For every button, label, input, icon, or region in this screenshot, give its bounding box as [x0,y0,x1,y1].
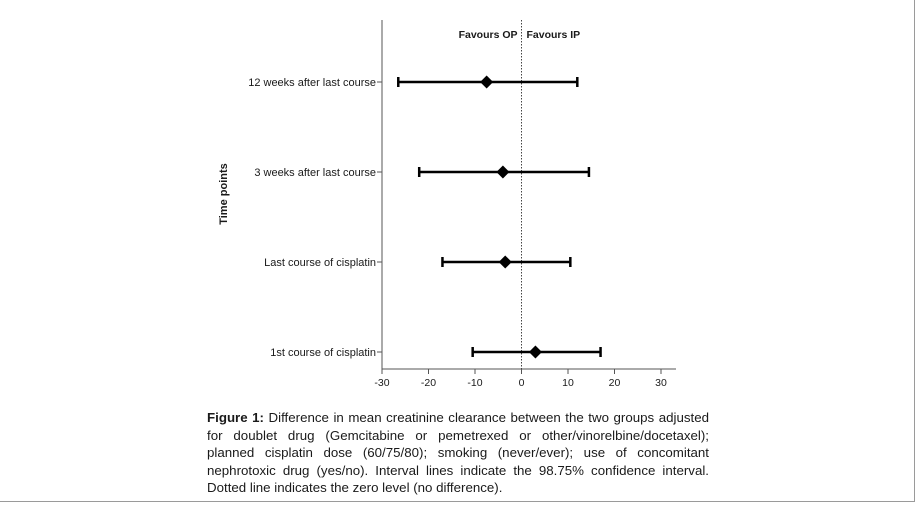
x-tick-label: -20 [421,377,436,389]
caption-text: Difference in mean creatinine clearance … [207,410,709,496]
x-tick-label: 30 [655,377,667,389]
y-category-label: 3 weeks after last course [254,167,376,179]
y-category-label: 1st course of cisplatin [270,347,376,359]
forest-plot: -30 -20 -10 0 10 20 30 Favours OP Favours IP Time… [218,20,676,389]
figure-caption: Figure 1: Difference in mean creatinine … [207,409,709,497]
plot-labels: -30 -20 -10 0 10 20 30 Favours OP Favours IP Time… [218,29,667,389]
x-tick-label: 10 [562,377,574,389]
y-category-label: 12 weeks after last course [248,77,376,89]
x-tick-label: 0 [519,377,525,389]
estimate-diamond [528,345,542,359]
y-axis-title: Time points [218,163,230,225]
x-tick-label: -30 [374,377,389,389]
plot-axes [377,20,676,374]
favours-ip-annotation: Favours IP [527,29,581,41]
favours-op-annotation: Favours OP [459,29,518,41]
estimate-diamond [498,255,512,269]
estimate-diamond [496,165,510,179]
plot-marks [397,75,602,359]
x-tick-label: 20 [609,377,621,389]
x-tick-label: -10 [467,377,482,389]
estimate-diamond [480,75,494,89]
y-category-label: Last course of cisplatin [264,257,376,269]
caption-label: Figure 1: [207,410,264,425]
